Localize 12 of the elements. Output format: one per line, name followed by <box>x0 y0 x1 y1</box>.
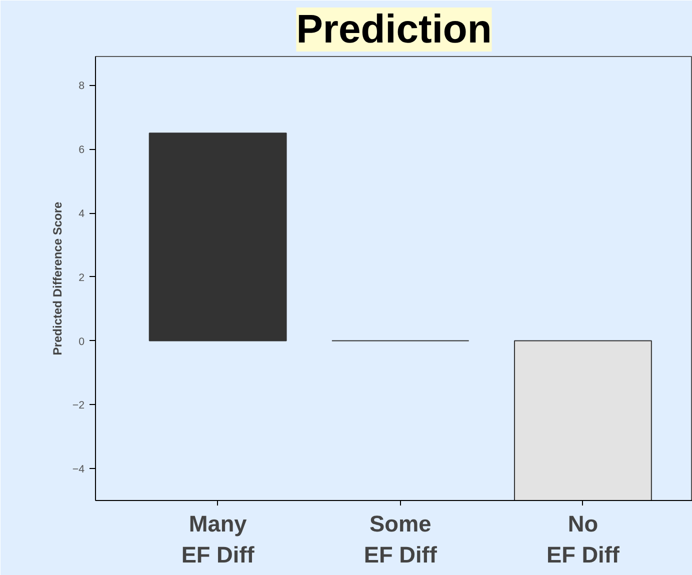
y-tick-label: 0 <box>78 336 85 348</box>
x-tick-label: No EF Diff <box>546 510 620 568</box>
y-tick-label: 8 <box>78 80 85 92</box>
y-tick-label: 4 <box>78 208 85 220</box>
chart-title: Prediction <box>296 8 492 52</box>
x-tick-label: Many EF Diff <box>181 510 255 568</box>
y-tick-label: 2 <box>78 272 85 284</box>
y-axis-title: Predicted Difference Score <box>50 201 64 356</box>
y-tick-label: −4 <box>72 464 85 476</box>
y-tick-label: 6 <box>78 144 85 156</box>
x-tick-label: Some EF Diff <box>364 510 438 568</box>
y-tick-label: −2 <box>72 400 85 412</box>
